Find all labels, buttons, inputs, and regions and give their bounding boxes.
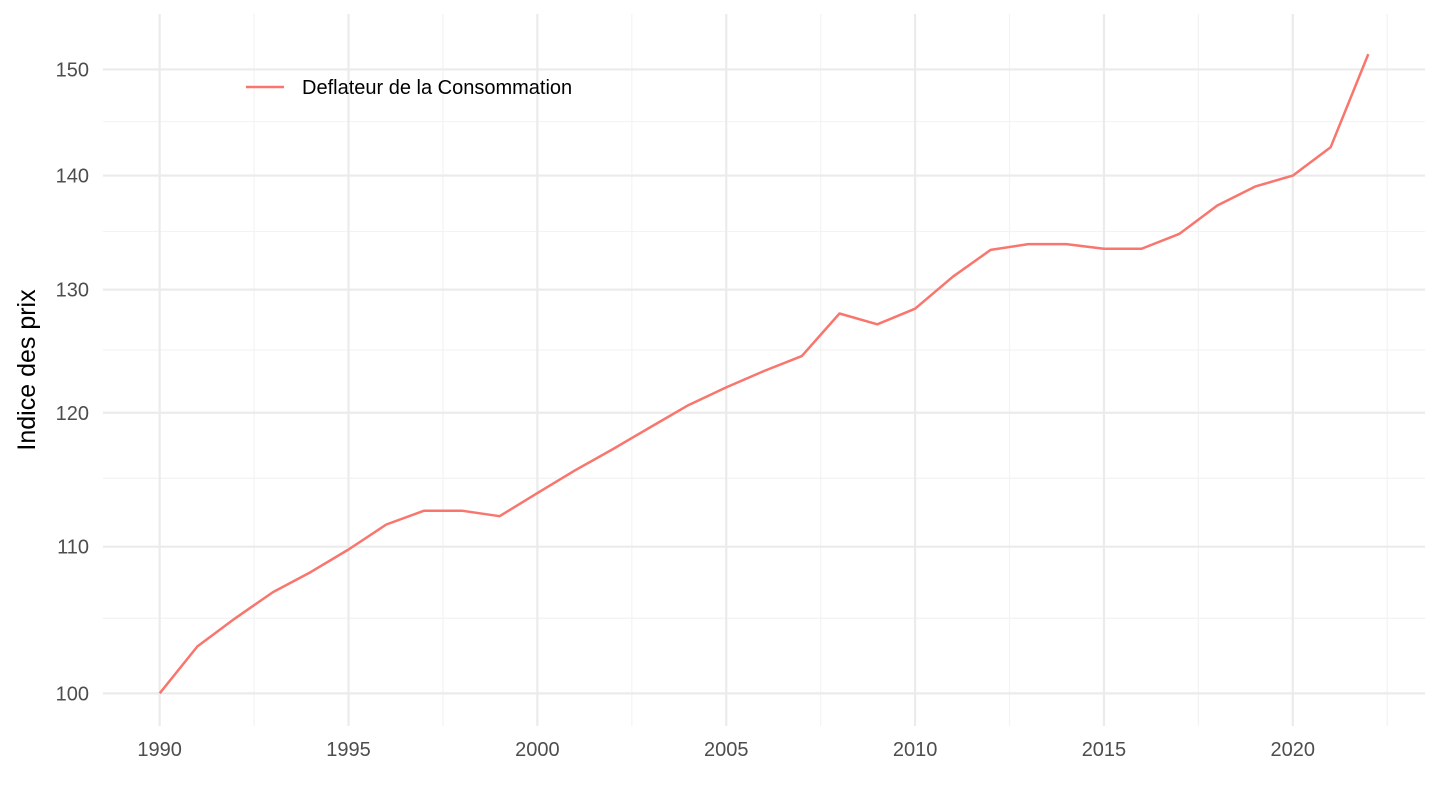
x-tick-label: 2020	[1271, 739, 1316, 761]
y-tick-label: 130	[56, 280, 89, 302]
x-tick-label: 2005	[704, 739, 749, 761]
y-tick-label: 120	[56, 403, 89, 425]
y-tick-label: 110	[57, 537, 89, 559]
y-axis-title: Indice des prix	[13, 289, 41, 451]
x-tick-label: 2000	[515, 739, 560, 761]
series-lines	[158, 53, 1370, 695]
x-tick-label: 1995	[326, 739, 371, 761]
legend: Deflateur de la Consommation	[246, 77, 572, 99]
y-tick-label: 140	[56, 166, 89, 188]
series-line	[158, 53, 1370, 695]
x-tick-label: 2010	[893, 739, 938, 761]
x-tick-label: 2015	[1082, 739, 1127, 761]
y-axis-tick-labels: 100 110 120 130 140 150	[56, 59, 89, 705]
x-tick-label: 1990	[137, 739, 182, 761]
legend-label: Deflateur de la Consommation	[302, 77, 572, 99]
y-tick-label: 150	[56, 59, 89, 81]
x-axis-tick-labels: 1990 1995 2000 2005 2010 2015 2020	[137, 739, 1315, 761]
y-tick-label: 100	[56, 683, 89, 705]
grid-lines	[103, 14, 1425, 726]
